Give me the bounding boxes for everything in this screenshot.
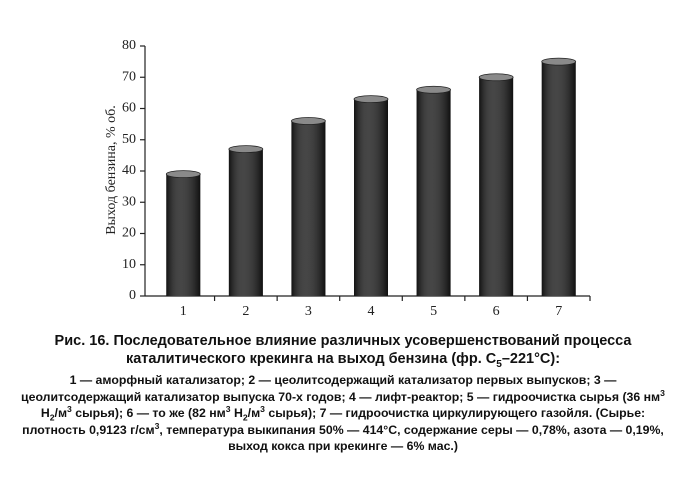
y-tick-label: 70 [122, 69, 136, 84]
superscript: 3 [67, 403, 72, 414]
caption: Рис. 16. Последовательное влияние различ… [18, 332, 668, 455]
text: Рис. 16. Последовательное влияние различ… [54, 333, 632, 367]
subscript: 2 [49, 412, 55, 423]
text: сырья); 7 — гидроочистка циркулирующего … [22, 406, 646, 437]
y-tick-label: 80 [122, 38, 136, 53]
x-tick-label: 5 [430, 304, 437, 319]
caption-title: Рис. 16. Последовательное влияние различ… [18, 332, 668, 370]
subscript: 2 [242, 412, 248, 423]
chart: Выход бензина, % об. 0 10 20 30 40 50 60 70 80 1 2… [104, 38, 591, 319]
x-tick-label: 2 [242, 304, 249, 319]
x-tick-label: 1 [180, 304, 187, 319]
superscript: 3 [260, 403, 265, 414]
x-tick-label: 4 [368, 304, 375, 319]
bar-cap [291, 117, 326, 125]
superscript: 3 [225, 403, 231, 414]
bar-shading [541, 61, 576, 296]
text: /м [247, 406, 261, 420]
bar-cap [228, 145, 264, 154]
x-tick-label: 3 [305, 304, 312, 319]
bar-shading [228, 149, 263, 296]
y-tick-label: 0 [129, 288, 136, 303]
text: 1 — аморфный катализатор; 2 — цеолитсоде… [21, 373, 661, 404]
bar-cap [416, 85, 451, 94]
y-tick-label: 40 [122, 163, 136, 178]
text: сырья); 6 — то же (82 нм [71, 406, 226, 420]
y-axis-label: Выход бензина, % об. [104, 105, 119, 235]
y-tick-label: 30 [122, 194, 136, 209]
bar-shading [354, 99, 388, 296]
superscript: 3 [660, 387, 665, 398]
bar-shading [479, 77, 514, 296]
bar-shading [291, 121, 326, 296]
bar-cap [165, 170, 201, 179]
text: , температура выкипания 50% — 414°C, сод… [159, 422, 664, 454]
text: /м [54, 406, 68, 420]
y-tick-label: 60 [122, 101, 136, 116]
superscript: 3 [154, 420, 160, 431]
y-tick-label: 50 [122, 132, 136, 147]
y-tick-label: 10 [122, 257, 136, 272]
bar-shading [166, 174, 201, 296]
bar-cap [541, 57, 577, 66]
text: H [230, 406, 243, 420]
bar-cap [353, 95, 389, 104]
x-tick-label: 7 [555, 304, 562, 319]
bar-cap [478, 73, 514, 82]
y-tick-label: 20 [122, 226, 136, 241]
caption-notes: 1 — аморфный катализатор; 2 — цеолитсоде… [18, 372, 668, 455]
x-tick-label: 6 [493, 304, 500, 319]
subscript: 5 [496, 358, 502, 370]
bar-shading [416, 89, 451, 296]
text: –221°C): [501, 351, 561, 367]
text: H [40, 406, 50, 420]
